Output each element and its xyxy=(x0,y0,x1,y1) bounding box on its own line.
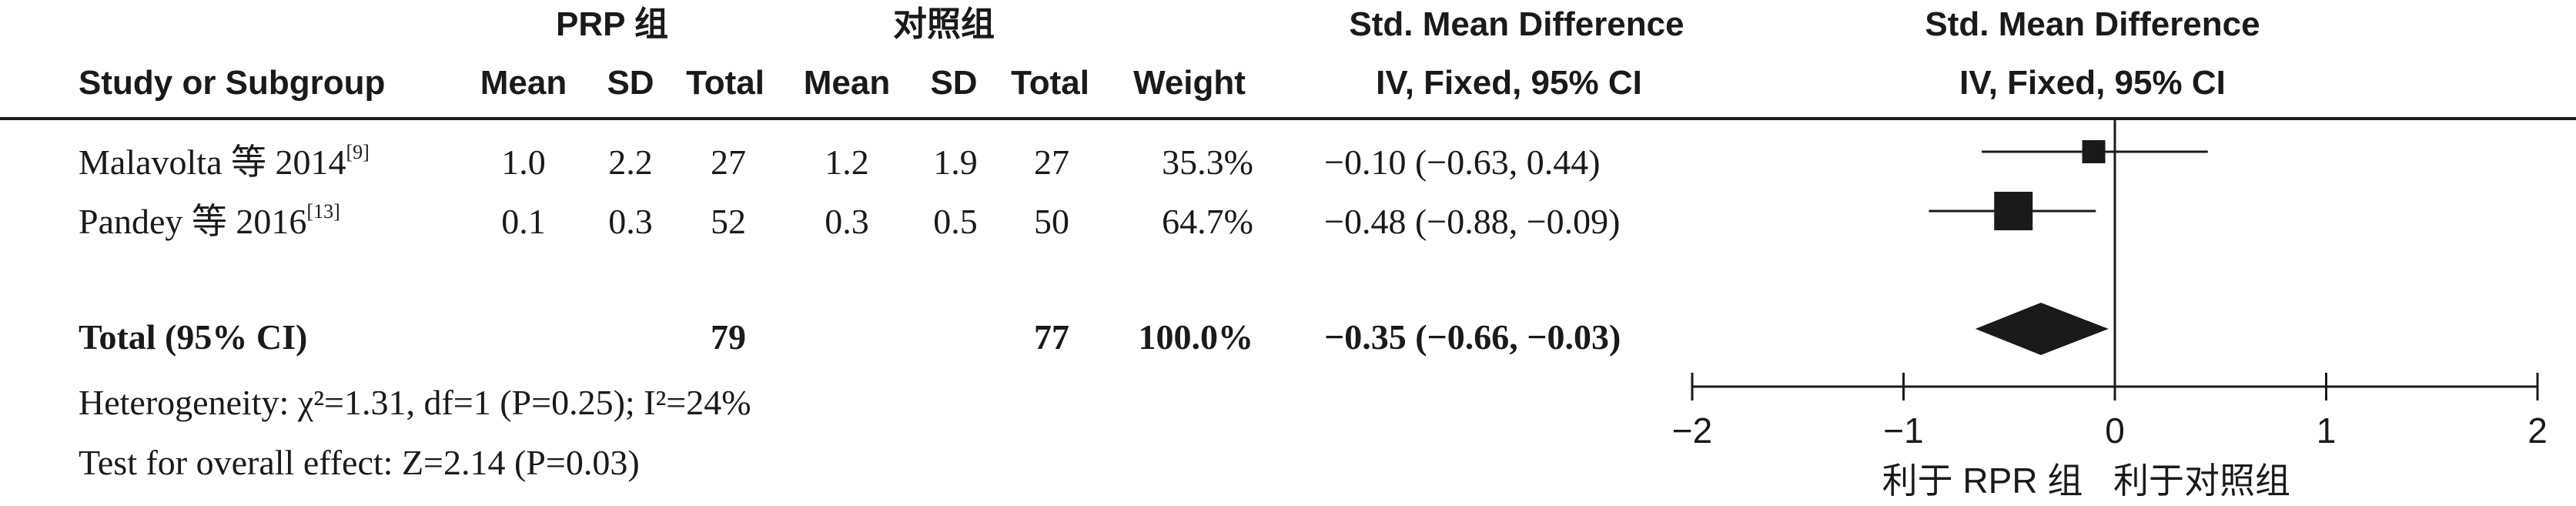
study-point-estimate xyxy=(2082,140,2106,163)
total-n1: 79 xyxy=(711,317,746,357)
plot-header-line1: Std. Mean Difference xyxy=(1925,5,2260,43)
study-column-header: Study or Subgroup xyxy=(79,64,386,102)
total1-column-header: Total xyxy=(686,64,764,102)
header-rule xyxy=(0,117,2576,120)
sd1-column-header: SD xyxy=(607,64,654,102)
study-label: Pandey 等 2016 xyxy=(79,202,307,241)
study-sd1: 0.3 xyxy=(608,202,653,241)
study-sd1: 2.2 xyxy=(608,142,653,182)
x-tick-label: 2 xyxy=(2527,410,2548,451)
total2-column-header: Total xyxy=(1011,64,1089,102)
mean2-column-header: Mean xyxy=(803,64,891,102)
study-point-estimate xyxy=(1994,192,2033,230)
study-total2: 50 xyxy=(1034,202,1069,241)
total-label: Total (95% CI) xyxy=(79,317,308,357)
favours-left-label: 利于 RPR 组 xyxy=(1882,461,2083,501)
heterogeneity-text: Heterogeneity: χ²=1.31, df=1 (P=0.25); I… xyxy=(79,383,751,422)
plot-header-line2: IV, Fixed, 95% CI xyxy=(1959,64,2226,102)
study-weight: 64.7% xyxy=(1162,202,1253,241)
study-sd2: 1.9 xyxy=(933,142,978,182)
study-total2: 27 xyxy=(1034,142,1069,182)
weight-column-header: Weight xyxy=(1133,64,1246,102)
study-reference: [9] xyxy=(346,141,370,163)
study-total1: 52 xyxy=(711,202,746,241)
experimental-group-header: PRP 组 xyxy=(556,5,668,43)
total-weight: 100.0% xyxy=(1138,317,1254,357)
pooled-diamond xyxy=(1975,303,2109,355)
mean1-column-header: Mean xyxy=(480,64,567,102)
study-name: Pandey 等 2016[13] xyxy=(79,202,340,241)
total-ci-text: −0.35 (−0.66, −0.03) xyxy=(1324,317,1621,357)
study-mean2: 0.3 xyxy=(825,202,869,241)
study-reference: [13] xyxy=(306,200,340,223)
study-sd2: 0.5 xyxy=(933,202,978,241)
study-weight: 35.3% xyxy=(1162,142,1253,182)
effect-header-line1: Std. Mean Difference xyxy=(1349,5,1684,43)
x-tick-label: −1 xyxy=(1883,410,1923,451)
study-ci-text: −0.10 (−0.63, 0.44) xyxy=(1324,142,1601,182)
x-tick-label: 0 xyxy=(2105,410,2125,451)
total-n2: 77 xyxy=(1034,317,1069,357)
x-tick-label: −2 xyxy=(1672,410,1712,451)
study-mean1: 0.1 xyxy=(501,202,546,241)
overall-effect-text: Test for overall effect: Z=2.14 (P=0.03) xyxy=(79,443,640,482)
effect-header-line2: IV, Fixed, 95% CI xyxy=(1376,64,1642,102)
study-total1: 27 xyxy=(711,142,746,182)
study-label: Malavolta 等 2014 xyxy=(79,142,346,182)
study-ci-text: −0.48 (−0.88, −0.09) xyxy=(1324,202,1621,241)
x-tick-label: 1 xyxy=(2317,410,2337,451)
study-name: Malavolta 等 2014[9] xyxy=(79,142,370,182)
control-group-header: 对照组 xyxy=(893,5,995,43)
sd2-column-header: SD xyxy=(930,64,978,102)
study-mean2: 1.2 xyxy=(825,142,869,182)
study-mean1: 1.0 xyxy=(501,142,546,182)
favours-right-label: 利于对照组 xyxy=(2113,461,2290,501)
